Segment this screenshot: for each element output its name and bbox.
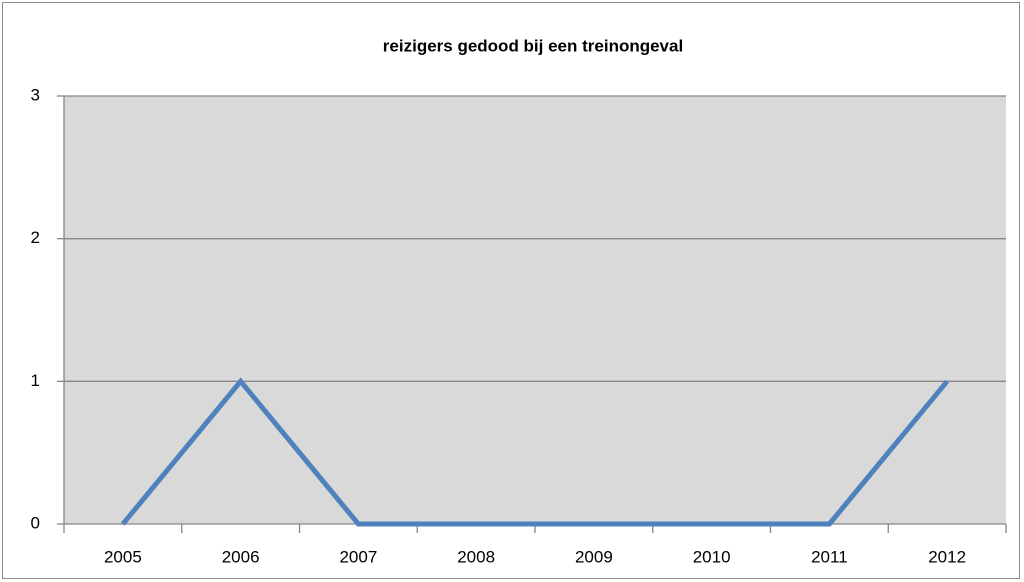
x-tick-label: 2011 [811, 547, 848, 566]
x-tick-label: 2008 [457, 547, 495, 566]
x-tick-label: 2006 [222, 547, 260, 566]
chart-title: reizigers gedood bij een treinongeval [383, 36, 683, 55]
x-tick-label: 2012 [928, 547, 966, 566]
plot-area [64, 96, 1006, 524]
x-tick-label: 2005 [104, 547, 142, 566]
y-tick-label: 0 [31, 513, 40, 532]
y-tick-label: 3 [31, 85, 40, 104]
y-tick-label: 2 [31, 228, 40, 247]
data-line [120, 377, 950, 527]
x-tick-label: 2009 [575, 547, 613, 566]
x-tick-label: 2007 [339, 547, 377, 566]
y-tick-label: 1 [31, 371, 40, 390]
x-tick-label: 2010 [693, 547, 731, 566]
